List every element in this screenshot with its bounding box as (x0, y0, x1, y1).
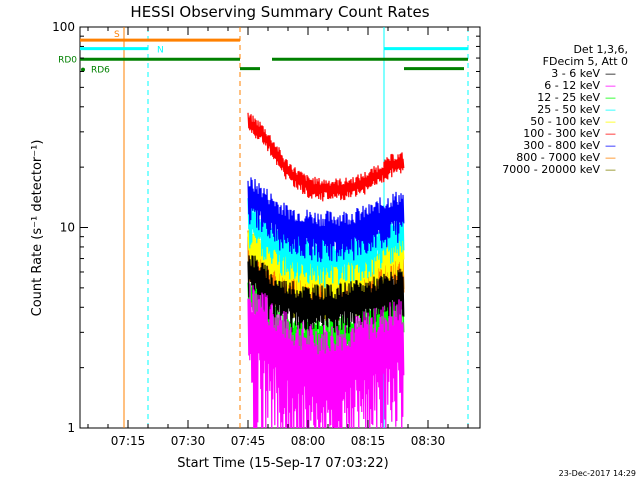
legend-entry-label: 6 - 12 keV (544, 79, 600, 92)
legend-entry-swatch: — (605, 151, 616, 164)
series-lines (247, 112, 405, 428)
legend-header-line: Det 1,3,6, (573, 43, 628, 56)
y-axis-label: Count Rate (s⁻¹ detector⁻¹) (30, 140, 45, 317)
flag-label-rd0: RD0 (58, 55, 77, 65)
legend-entry-label: 7000 - 20000 keV (502, 163, 600, 176)
legend-entry-label: 25 - 50 keV (537, 103, 600, 116)
legend-entry-label: 3 - 6 keV (551, 67, 600, 80)
legend: Det 1,3,6,FDecim 5, Att 03 - 6 keV —6 - 1… (502, 43, 628, 176)
y-tick-label: 100 (52, 20, 75, 34)
x-axis-label: Start Time (15-Sep-17 07:03:22) (177, 456, 388, 471)
flag-bars: S N RD0 RD6 (58, 30, 468, 76)
legend-entry: 800 - 7000 keV — (516, 151, 616, 164)
legend-entry-swatch: — (605, 103, 616, 116)
x-tick-label: 07:45 (231, 434, 266, 448)
legend-entry-label: 300 - 800 keV (523, 139, 600, 152)
legend-entry: 300 - 800 keV — (523, 139, 616, 152)
legend-entry-swatch: — (605, 163, 616, 176)
legend-header-line: FDecim 5, Att 0 (543, 55, 628, 68)
legend-entry-swatch: — (605, 115, 616, 128)
legend-entry: 12 - 25 keV — (537, 91, 616, 104)
y-tick-label: 10 (60, 221, 75, 235)
axes: 07:15 07:30 07:45 08:00 08:15 08:30 1 10 100 (52, 20, 480, 448)
flag-marker-rd6 (81, 67, 85, 72)
legend-entry-label: 800 - 7000 keV (516, 151, 600, 164)
legend-entry-label: 50 - 100 keV (530, 115, 600, 128)
legend-entry-swatch: — (605, 139, 616, 152)
legend-entry-swatch: — (605, 79, 616, 92)
series-line-100-300-kev (247, 112, 405, 202)
legend-entry-label: 12 - 25 keV (537, 91, 600, 104)
legend-entry-swatch: — (605, 67, 616, 80)
x-tick-label: 07:30 (171, 434, 206, 448)
series-line-50-100-kev (247, 223, 405, 305)
x-tick-label: 08:00 (291, 434, 326, 448)
series-line-300-800-kev (247, 177, 405, 263)
x-tick-label: 07:15 (111, 434, 146, 448)
legend-entry: 100 - 300 keV — (523, 127, 616, 140)
x-tick-label: 08:30 (411, 434, 446, 448)
legend-entry: 3 - 6 keV — (551, 67, 616, 80)
legend-entry: 50 - 100 keV — (530, 115, 616, 128)
flag-label-n: N (157, 46, 164, 56)
legend-entry: 25 - 50 keV — (537, 103, 616, 116)
y-tick-label: 1 (67, 421, 75, 435)
legend-entry-swatch: — (605, 91, 616, 104)
flag-label-rd6: RD6 (91, 66, 110, 76)
legend-entry-label: 100 - 300 keV (523, 127, 600, 140)
series-line-6-12-kev (247, 283, 405, 428)
legend-entry-swatch: — (605, 127, 616, 140)
timestamp: 23-Dec-2017 14:29 (559, 469, 636, 478)
chart-title: HESSI Observing Summary Count Rates (130, 3, 429, 21)
legend-entry: 7000 - 20000 keV — (502, 163, 616, 176)
x-tick-label: 08:15 (351, 434, 386, 448)
series-line-3-6-kev (247, 255, 405, 337)
flag-label-s: S (114, 30, 120, 40)
legend-entry: 6 - 12 keV — (544, 79, 616, 92)
